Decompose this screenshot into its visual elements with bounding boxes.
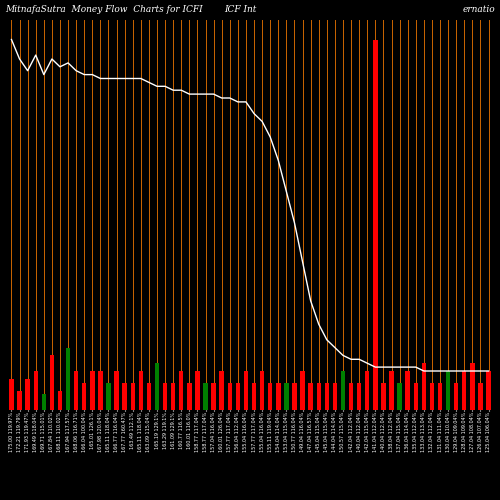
Bar [373, 40, 378, 410]
Bar [90, 371, 94, 410]
Bar [82, 382, 86, 410]
Bar [163, 382, 168, 410]
Bar [66, 348, 70, 410]
Bar [171, 382, 175, 410]
Bar [138, 371, 143, 410]
Bar [341, 371, 345, 410]
Bar [18, 390, 22, 410]
Bar [146, 382, 151, 410]
Bar [42, 394, 46, 410]
Bar [58, 390, 62, 410]
Bar [438, 382, 442, 410]
Bar [98, 371, 102, 410]
Bar [284, 382, 288, 410]
Bar [300, 371, 305, 410]
Bar [236, 382, 240, 410]
Bar [308, 382, 313, 410]
Bar [292, 382, 296, 410]
Bar [332, 382, 337, 410]
Bar [430, 382, 434, 410]
Bar [390, 371, 394, 410]
Bar [357, 382, 362, 410]
Bar [406, 371, 410, 410]
Bar [446, 371, 450, 410]
Bar [9, 379, 14, 410]
Bar [155, 363, 159, 410]
Bar [228, 382, 232, 410]
Bar [486, 371, 491, 410]
Text: ernatio: ernatio [462, 5, 495, 14]
Bar [324, 382, 329, 410]
Bar [454, 382, 458, 410]
Bar [316, 382, 321, 410]
Bar [470, 363, 474, 410]
Bar [195, 371, 200, 410]
Bar [422, 363, 426, 410]
Bar [268, 382, 272, 410]
Bar [179, 371, 184, 410]
Bar [478, 382, 482, 410]
Bar [398, 382, 402, 410]
Bar [252, 382, 256, 410]
Bar [106, 382, 110, 410]
Bar [50, 356, 54, 410]
Bar [130, 382, 135, 410]
Bar [365, 371, 370, 410]
Bar [244, 371, 248, 410]
Bar [187, 382, 192, 410]
Bar [114, 371, 119, 410]
Text: ICF Int: ICF Int [224, 5, 256, 14]
Bar [349, 382, 354, 410]
Bar [74, 371, 78, 410]
Bar [122, 382, 127, 410]
Bar [26, 379, 30, 410]
Bar [220, 371, 224, 410]
Bar [260, 371, 264, 410]
Bar [462, 371, 466, 410]
Bar [204, 382, 208, 410]
Bar [414, 382, 418, 410]
Bar [381, 382, 386, 410]
Bar [212, 382, 216, 410]
Bar [34, 371, 38, 410]
Text: MitnafaSutra  Money Flow  Charts for ICFI: MitnafaSutra Money Flow Charts for ICFI [5, 5, 202, 14]
Bar [276, 382, 280, 410]
